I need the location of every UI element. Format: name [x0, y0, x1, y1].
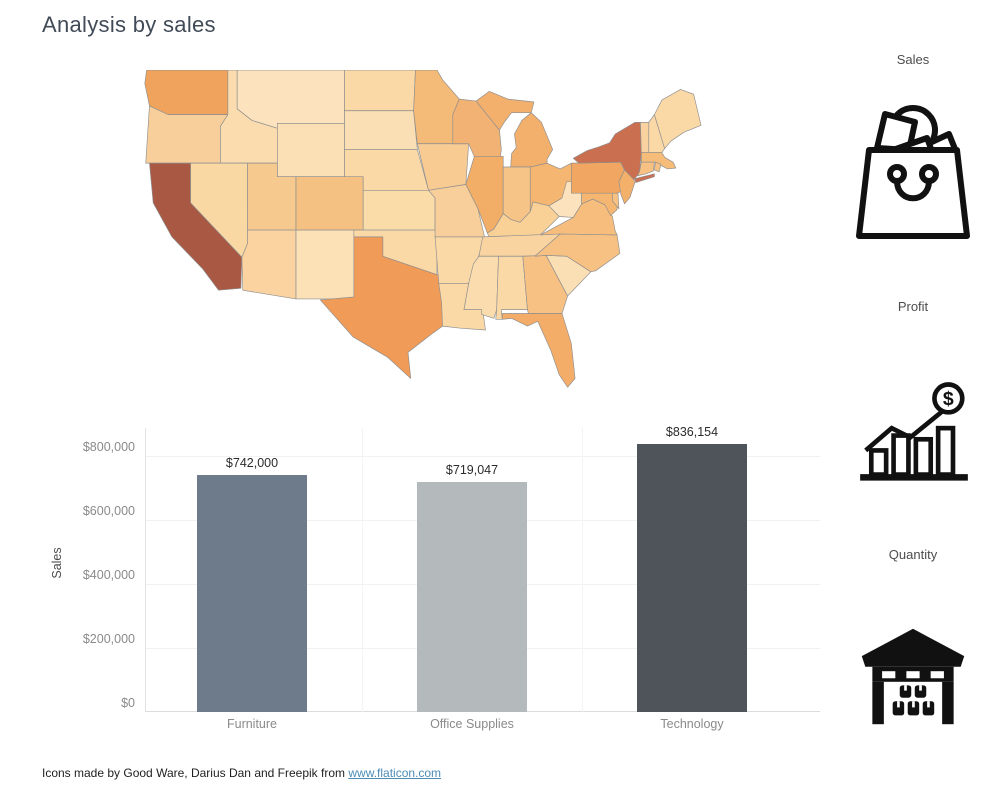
dashboard-title: Analysis by sales	[42, 12, 216, 37]
state-california[interactable]	[149, 162, 243, 291]
gridline	[145, 456, 820, 457]
state-vermont[interactable]	[640, 122, 650, 153]
state-connecticut[interactable]	[637, 161, 655, 177]
state-new-york[interactable]	[572, 122, 655, 183]
bar-office-supplies[interactable]	[417, 482, 527, 712]
bar-value-label: $719,047	[445, 463, 499, 477]
bar-value-label: $836,154	[665, 425, 719, 439]
pane-divider	[362, 428, 363, 712]
metric-label-sales: Sales	[896, 52, 930, 67]
y-axis-tick: $0	[121, 696, 135, 710]
state-montana[interactable]	[236, 70, 345, 129]
state-wyoming[interactable]	[277, 123, 345, 178]
state-new-hampshire[interactable]	[648, 114, 665, 153]
state-oregon[interactable]	[145, 105, 229, 164]
y-axis-line	[145, 428, 146, 712]
x-axis-category: Office Supplies	[430, 717, 514, 731]
us-sales-choropleth-map	[144, 70, 702, 388]
state-alabama[interactable]	[495, 255, 528, 320]
state-wisconsin[interactable]	[452, 98, 502, 157]
metric-label-quantity: Quantity	[888, 547, 938, 562]
bar-furniture[interactable]	[197, 475, 307, 712]
state-florida[interactable]	[501, 313, 576, 388]
bar-technology[interactable]	[637, 444, 747, 712]
state-arizona[interactable]	[241, 229, 297, 300]
y-axis-title: Sales	[50, 547, 64, 579]
state-michigan[interactable]	[475, 91, 553, 168]
state-washington[interactable]	[144, 70, 229, 115]
y-axis-tick: $200,000	[82, 632, 135, 646]
flaticon-link[interactable]: www.flaticon.com	[348, 766, 442, 780]
state-north-dakota[interactable]	[344, 70, 416, 112]
state-indiana[interactable]	[502, 166, 531, 223]
state-pennsylvania[interactable]	[571, 161, 626, 194]
state-texas[interactable]	[319, 236, 443, 379]
state-north-carolina[interactable]	[534, 233, 621, 273]
attribution-footer: Icons made by Good Ware, Darius Dan and …	[42, 766, 441, 780]
x-axis-category: Furniture	[226, 717, 278, 731]
y-axis-tick: $600,000	[82, 504, 135, 518]
attribution-text: Icons made by Good Ware, Darius Dan and …	[42, 766, 349, 780]
state-kansas[interactable]	[362, 189, 436, 231]
y-axis-tick: $800,000	[82, 440, 135, 454]
profit-growth-icon: $	[860, 382, 968, 481]
pane-divider	[582, 428, 583, 712]
svg-text:$: $	[943, 388, 954, 410]
bar-value-label: $742,000	[225, 456, 279, 470]
state-colorado[interactable]	[295, 176, 364, 231]
state-south-dakota[interactable]	[344, 110, 418, 150]
x-axis-category: Technology	[660, 717, 724, 731]
state-rhode-island[interactable]	[654, 161, 662, 173]
warehouse-icon	[861, 628, 965, 725]
state-new-mexico[interactable]	[295, 229, 364, 300]
y-axis-tick: $400,000	[82, 568, 135, 582]
shopping-bag-icon	[856, 105, 970, 239]
state-maine[interactable]	[654, 89, 702, 149]
metric-label-profit: Profit	[897, 299, 929, 314]
